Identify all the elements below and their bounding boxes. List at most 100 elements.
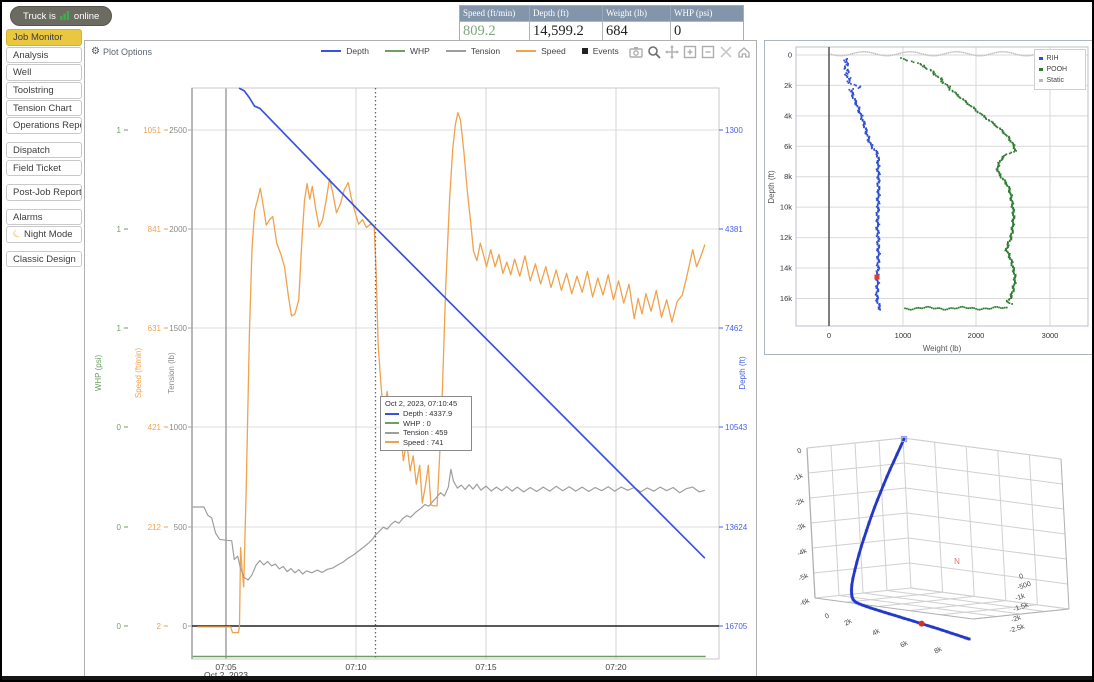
sidebar-item-field-ticket[interactable]: Field Ticket	[6, 159, 82, 177]
legend-item-static[interactable]: Static	[1039, 75, 1081, 86]
pooh-tail-points	[904, 305, 1008, 311]
trajectory-start-marker	[900, 435, 908, 443]
legend-item-speed[interactable]: Speed	[516, 46, 566, 56]
svg-text:1: 1	[117, 126, 122, 135]
svg-text:Weight (lb): Weight (lb)	[923, 344, 962, 353]
svg-text:0: 0	[117, 423, 122, 432]
svg-text:16705: 16705	[725, 622, 748, 631]
svg-text:Depth (ft): Depth (ft)	[767, 170, 776, 204]
chart-modebar	[629, 45, 751, 59]
svg-text:-2.5k: -2.5k	[1008, 623, 1025, 635]
svg-text:-4k: -4k	[796, 547, 808, 558]
svg-text:-1.5k: -1.5k	[1012, 602, 1029, 614]
svg-text:07:05: 07:05	[215, 662, 237, 672]
svg-text:1500: 1500	[169, 324, 187, 333]
svg-text:1300: 1300	[725, 126, 743, 135]
svg-text:631: 631	[148, 324, 162, 333]
readout-value-depth: 14,599.2	[530, 21, 603, 41]
svg-text:0: 0	[788, 51, 792, 60]
svg-text:Depth (ft): Depth (ft)	[738, 356, 747, 390]
svg-text:0: 0	[827, 331, 831, 340]
svg-text:16k: 16k	[780, 294, 792, 303]
svg-text:421: 421	[148, 423, 162, 432]
svg-text:1051: 1051	[143, 126, 161, 135]
readout-value-weight: 684	[603, 21, 671, 41]
tooltip-row-whp: WHP : 0	[385, 419, 466, 429]
trajectory-line	[850, 437, 971, 641]
sidebar-item-operations-report[interactable]: Operations Report	[6, 117, 82, 134]
sidebar-item-analysis[interactable]: Analysis	[6, 46, 82, 64]
zoom-icon[interactable]	[647, 45, 661, 59]
signal-icon	[59, 10, 70, 23]
legend-item-depth[interactable]: Depth	[321, 46, 369, 56]
sidebar-item-toolstring[interactable]: Toolstring	[6, 82, 82, 99]
svg-text:-6k: -6k	[799, 597, 811, 608]
sidebar-item-post-job-report[interactable]: Post-Job Report	[6, 184, 82, 201]
speed-swatch	[516, 49, 537, 53]
svg-text:4k: 4k	[871, 628, 881, 638]
legend-item-tension[interactable]: Tension	[445, 46, 500, 56]
well-trajectory-3d-chart[interactable]: 0-1k-2k-3k-4k-5k-6k02k4k6k8k0-500-1k-1.5…	[764, 364, 1094, 680]
svg-text:Tension (lb): Tension (lb)	[167, 352, 176, 394]
sidebar-item-alarms[interactable]: Alarms	[6, 208, 82, 226]
svg-text:2k: 2k	[784, 81, 792, 90]
pan-icon[interactable]	[665, 45, 679, 59]
svg-text:500: 500	[174, 523, 188, 532]
svg-text:3000: 3000	[1042, 331, 1059, 340]
svg-text:0: 0	[117, 523, 122, 532]
tension-swatch	[445, 49, 466, 53]
gear-icon: ⚙	[91, 46, 100, 57]
legend-item-events[interactable]: Events	[581, 46, 619, 56]
weight-depth-scatter-panel: 0 2k 4k 6k 8k 10k 12k 14k 16k 0 1000 2000 3000 Depth …	[764, 40, 1092, 355]
svg-text:8k: 8k	[784, 172, 792, 181]
svg-text:-2k: -2k	[1010, 614, 1022, 624]
sidebar-item-dispatch[interactable]: Dispatch	[6, 141, 82, 159]
sidebar-item-tension-chart[interactable]: Tension Chart	[6, 99, 82, 117]
north-label: N	[954, 557, 960, 566]
truck-status-button[interactable]: Truck is online	[10, 6, 113, 26]
depth-series	[238, 87, 706, 559]
svg-text:0: 0	[117, 622, 122, 631]
plot-options-button[interactable]: ⚙ Plot Options	[91, 46, 152, 57]
svg-text:07:20: 07:20	[605, 662, 627, 672]
svg-text:4381: 4381	[725, 225, 743, 234]
svg-text:2k: 2k	[843, 618, 853, 628]
legend-item-pooh[interactable]: POOH	[1039, 64, 1081, 75]
svg-text:07:15: 07:15	[475, 662, 497, 672]
svg-text:0: 0	[183, 622, 188, 631]
weight-depth-scatter-chart: 0 2k 4k 6k 8k 10k 12k 14k 16k 0 1000 2000 3000 Depth …	[767, 46, 1089, 353]
svg-text:-5k: -5k	[798, 572, 810, 583]
readout-value-whp: 0	[671, 21, 743, 41]
svg-text:4k: 4k	[784, 111, 792, 120]
readout-header-weight: Weight (lb)	[603, 6, 671, 21]
main-grid	[191, 87, 720, 660]
reset-home-icon[interactable]	[737, 45, 751, 59]
svg-text:1000: 1000	[169, 423, 187, 432]
svg-text:Oct 2, 2023: Oct 2, 2023	[204, 670, 248, 679]
sidebar-item-well[interactable]: Well	[6, 64, 82, 81]
tooltip-timestamp: Oct 2, 2023, 07:10:45	[385, 399, 458, 408]
threed-grid	[806, 437, 1070, 620]
sidebar-item-classic-design[interactable]: Classic Design	[6, 250, 82, 268]
svg-text:212: 212	[148, 523, 162, 532]
zoom-out-icon[interactable]	[701, 45, 715, 59]
autoscale-icon[interactable]	[719, 45, 733, 59]
tension-series	[192, 468, 706, 581]
svg-text:13624: 13624	[725, 523, 748, 532]
svg-text:1: 1	[117, 225, 122, 234]
svg-text:WHP (psi): WHP (psi)	[94, 355, 103, 392]
svg-text:10k: 10k	[780, 203, 792, 212]
svg-text:10543: 10543	[725, 423, 748, 432]
zoom-in-icon[interactable]	[683, 45, 697, 59]
sidebar-item-night-mode[interactable]: ☾Night Mode	[6, 226, 82, 243]
truck-status-prefix: Truck is	[23, 10, 56, 22]
camera-icon[interactable]	[629, 45, 643, 59]
static-points	[830, 51, 1065, 57]
readout-value-speed: 809.2	[460, 21, 530, 41]
legend-item-whp[interactable]: WHP	[384, 46, 430, 56]
svg-text:7462: 7462	[725, 324, 743, 333]
sidebar-item-job-monitor[interactable]: Job Monitor	[6, 29, 82, 46]
time-log-chart-panel: ⚙ Plot Options Depth WHP Tension Speed E…	[84, 40, 757, 679]
legend-item-rih[interactable]: RIH	[1039, 53, 1081, 64]
